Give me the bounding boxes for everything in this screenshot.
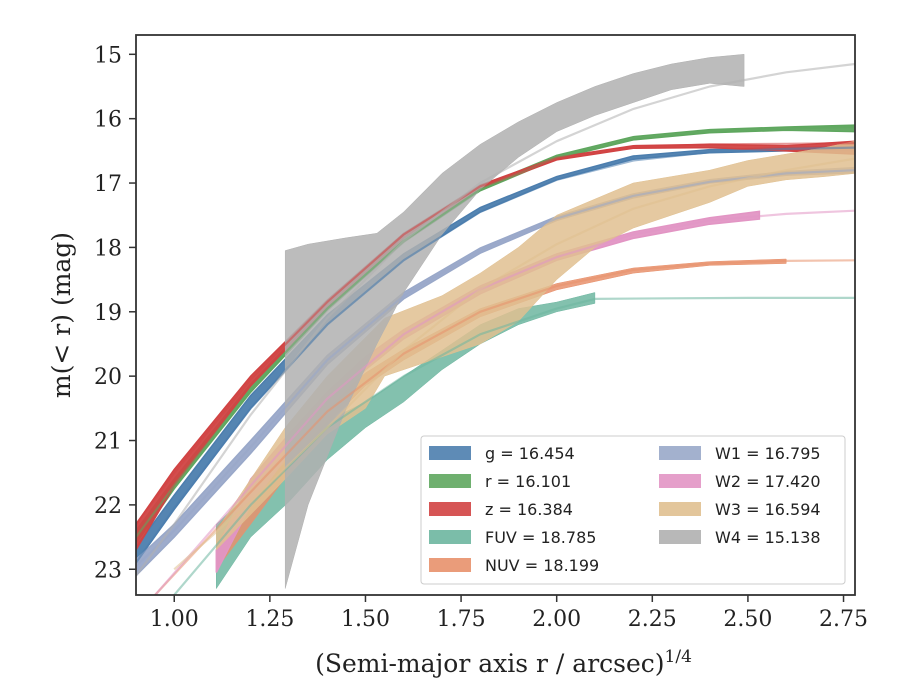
legend-box bbox=[420, 435, 846, 585]
legend-entry-g: g = 16.454 bbox=[485, 444, 575, 463]
legend-swatch-g bbox=[429, 446, 471, 460]
x-tick-label: 1.00 bbox=[150, 607, 199, 632]
legend: g = 16.454 r = 16.101 z = 16.384 FUV = 18.7… bbox=[420, 435, 846, 585]
legend-swatch-nuv bbox=[429, 558, 471, 572]
legend-swatch-z bbox=[429, 502, 471, 516]
plot-area bbox=[136, 54, 855, 595]
model-curve-w3 bbox=[173, 157, 855, 571]
band-w3 bbox=[216, 140, 855, 551]
model-curve-r bbox=[136, 125, 855, 538]
legend-entry-nuv: NUV = 18.199 bbox=[485, 556, 599, 575]
legend-swatch-w4 bbox=[659, 530, 701, 544]
y-tick-label: 16 bbox=[94, 108, 122, 133]
legend-entry-w3: W3 = 16.594 bbox=[715, 500, 821, 519]
x-tick-label: 1.50 bbox=[341, 607, 390, 632]
x-axis-label: (Semi-major axis r / arcsec)1/4 bbox=[315, 647, 692, 678]
legend-swatch-w2 bbox=[659, 474, 701, 488]
y-tick-label: 17 bbox=[94, 172, 122, 197]
x-tick-label: 1.75 bbox=[437, 607, 486, 632]
legend-entry-w4: W4 = 15.138 bbox=[715, 528, 821, 547]
y-tick-label: 23 bbox=[94, 558, 122, 583]
y-tick-label: 15 bbox=[94, 43, 122, 68]
y-axis-ticks: 15 16 17 18 19 20 21 22 23 bbox=[94, 43, 136, 583]
y-axis-label: m(< r) (mag) bbox=[47, 232, 76, 398]
legend-entry-w2: W2 = 17.420 bbox=[715, 472, 821, 491]
legend-entry-r: r = 16.101 bbox=[485, 472, 571, 491]
y-tick-label: 18 bbox=[94, 236, 122, 261]
x-tick-label: 2.00 bbox=[532, 607, 581, 632]
y-tick-label: 19 bbox=[94, 301, 122, 326]
y-tick-label: 20 bbox=[94, 365, 122, 390]
x-axis-label-main: (Semi-major axis r / arcsec) bbox=[315, 649, 664, 678]
legend-swatch-w1 bbox=[659, 446, 701, 460]
x-tick-label: 2.75 bbox=[819, 607, 868, 632]
x-tick-label: 2.50 bbox=[723, 607, 772, 632]
x-axis-ticks: 1.00 1.25 1.50 1.75 2.00 2.25 2.50 2.75 bbox=[150, 595, 868, 632]
legend-swatch-r bbox=[429, 474, 471, 488]
legend-entry-z: z = 16.384 bbox=[485, 500, 573, 519]
legend-entry-w1: W1 = 16.795 bbox=[715, 444, 821, 463]
model-curve-w4 bbox=[136, 62, 855, 577]
model-curve-w1 bbox=[136, 169, 855, 567]
y-tick-label: 22 bbox=[94, 494, 122, 519]
legend-swatch-w3 bbox=[659, 502, 701, 516]
axes-frame bbox=[135, 34, 856, 596]
band-w4 bbox=[284, 54, 745, 589]
model-curve-nuv bbox=[154, 259, 855, 595]
model-curve-w2 bbox=[154, 209, 855, 595]
model-curves bbox=[136, 62, 855, 595]
legend-entry-fuv: FUV = 18.785 bbox=[485, 528, 596, 547]
x-axis-label-superscript: 1/4 bbox=[665, 647, 692, 667]
x-tick-label: 1.25 bbox=[245, 607, 294, 632]
y-tick-label: 21 bbox=[94, 430, 122, 455]
model-curve-g bbox=[136, 146, 855, 564]
model-curve-z bbox=[136, 142, 855, 525]
model-curve-fuv bbox=[173, 296, 855, 595]
legend-swatch-fuv bbox=[429, 530, 471, 544]
x-tick-label: 2.25 bbox=[628, 607, 677, 632]
